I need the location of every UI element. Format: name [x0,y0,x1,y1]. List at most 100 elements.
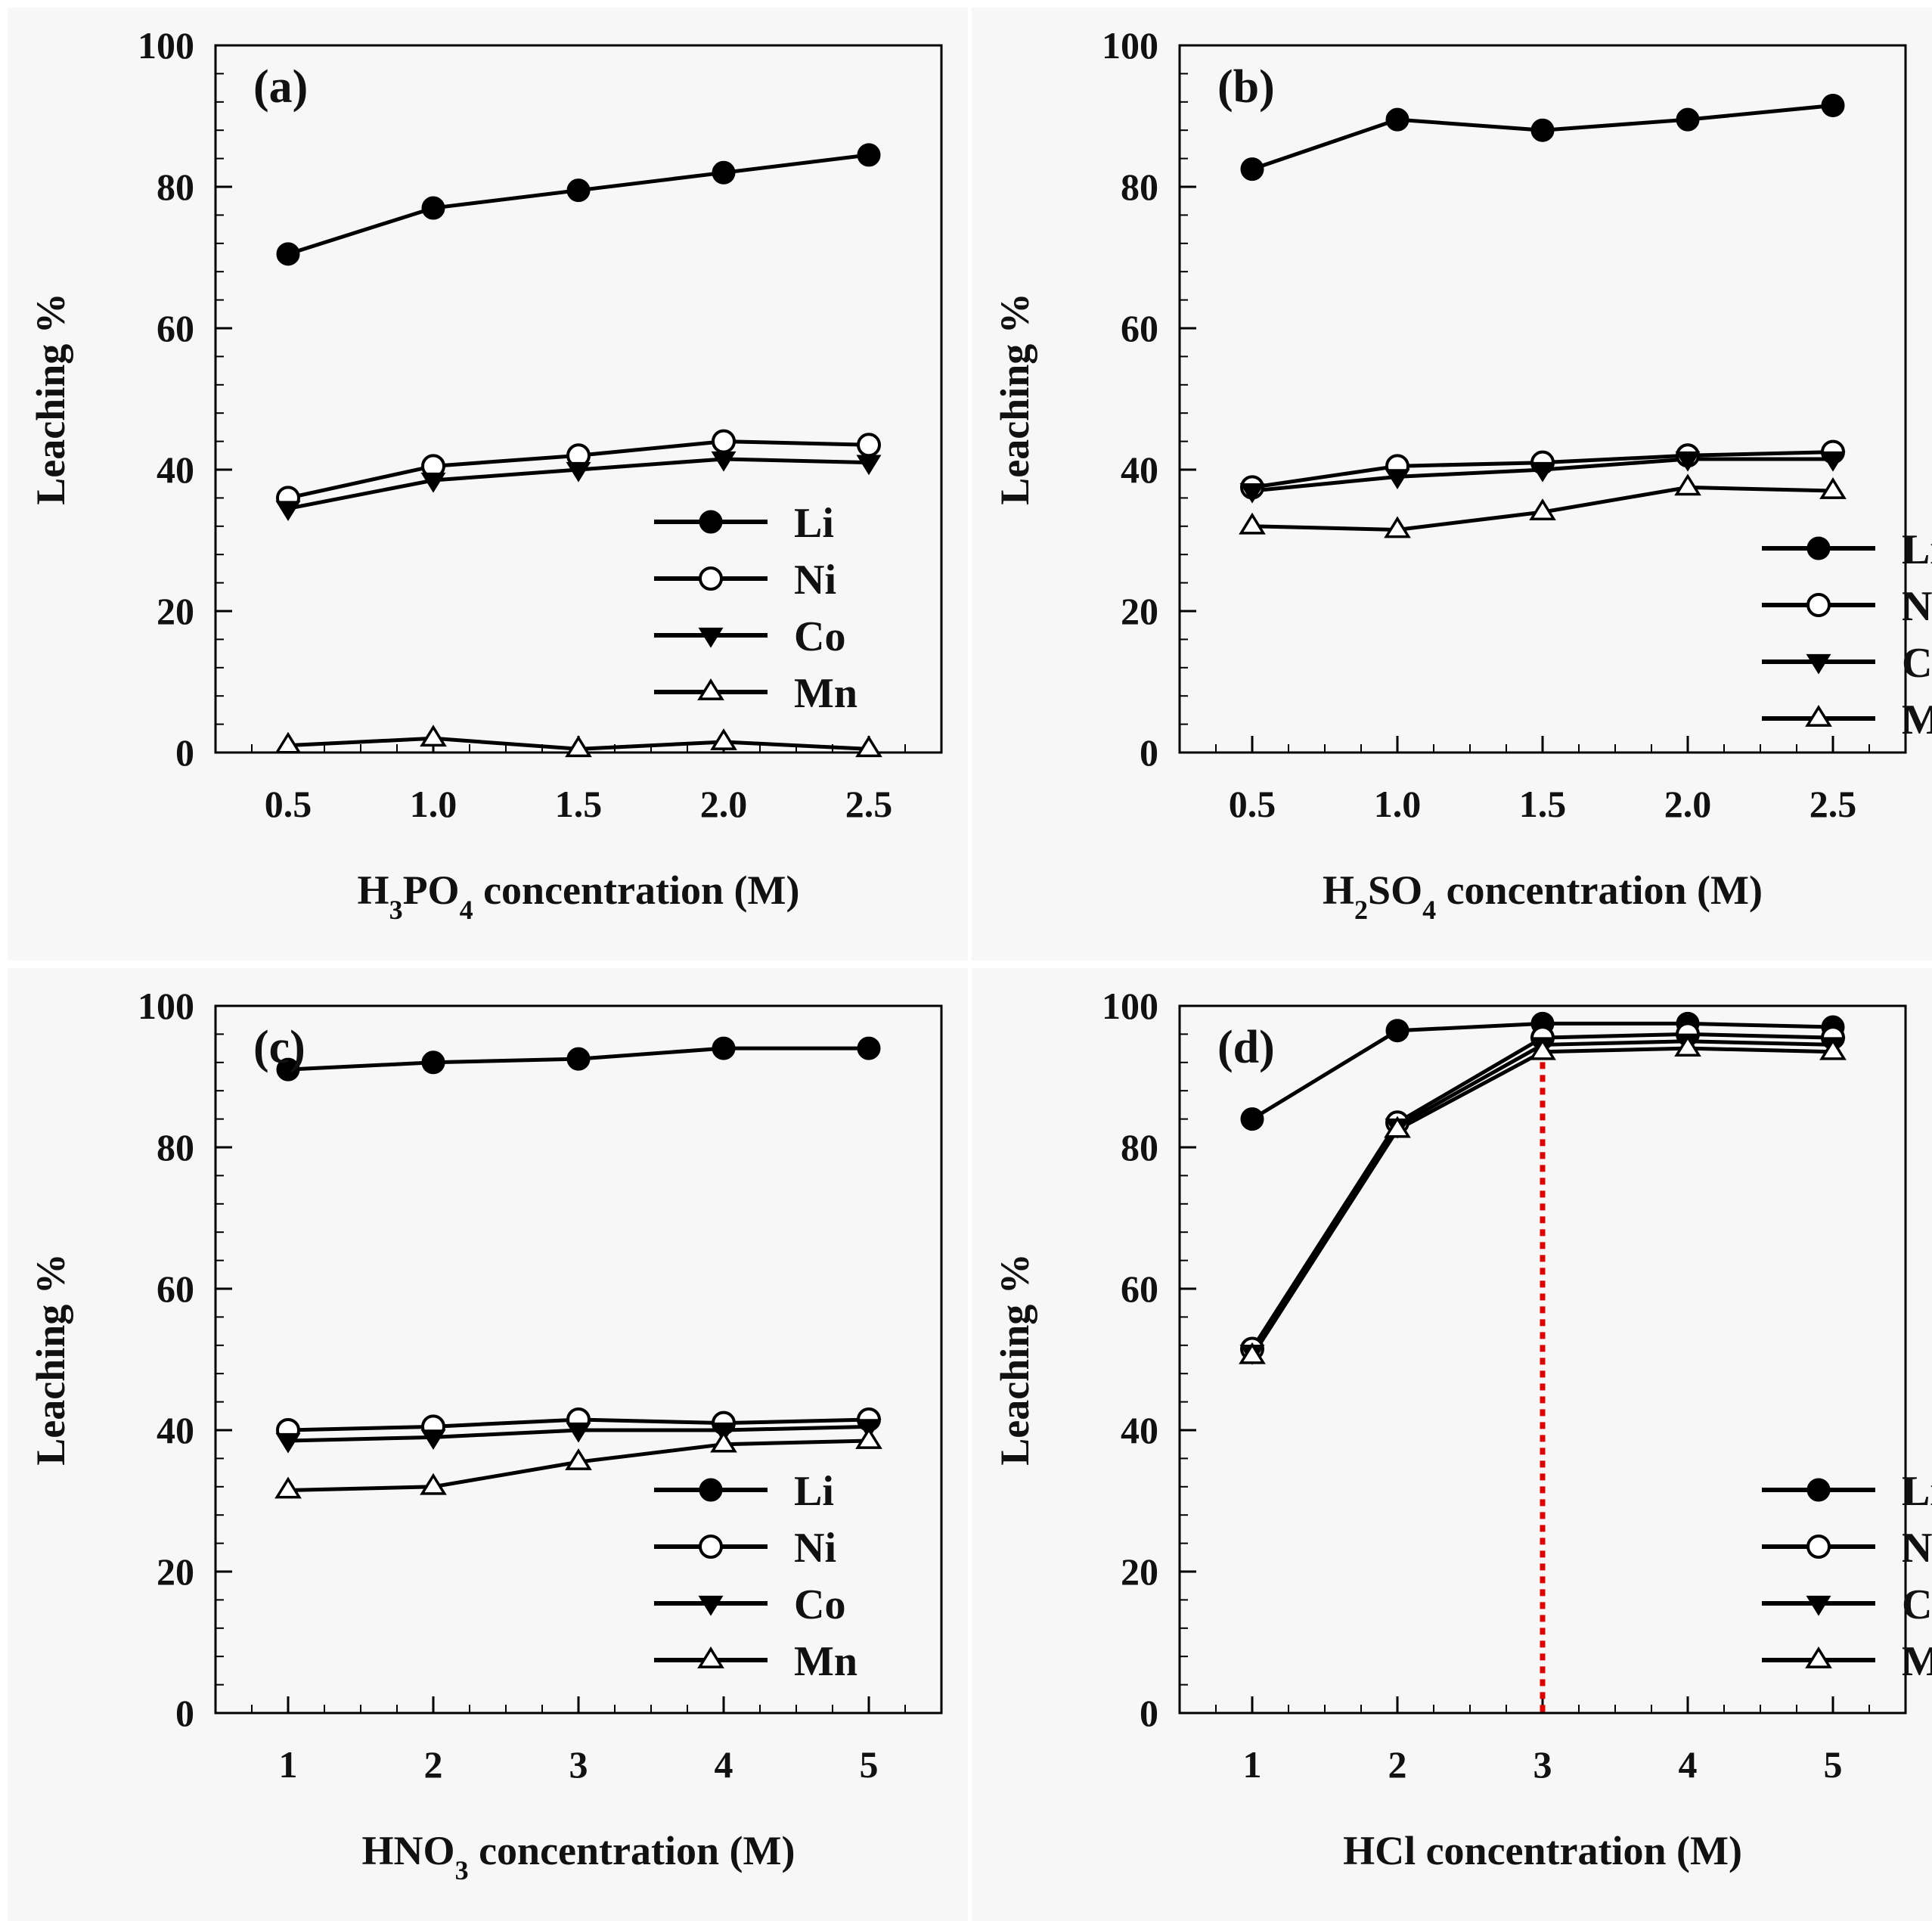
y-tick-label-d: 60 [1121,1268,1158,1310]
data-point-li-c [421,1050,445,1075]
data-point-mn-b [1819,477,1847,499]
data-point-li-b [1676,107,1700,132]
legend-label-mn-b: Mn [1902,697,1932,743]
chart-panel-b: 0 20 40 60 80 100 0.5 1.0 1.5 2.0 2.5 (b) Leaching %… [972,8,1932,961]
data-point-li-c [276,1057,300,1082]
data-point-mn-d [1239,1342,1266,1364]
y-tick-label-c: 100 [138,985,194,1027]
x-tick-label-a: 0.5 [265,783,312,825]
legend-marker-mn-b [1805,704,1832,727]
y-tick-label-d: 40 [1121,1409,1158,1451]
data-point-co-a [275,501,301,522]
data-point-co-c [566,1422,591,1443]
legend-marker-ni-a [699,566,723,591]
data-point-mn-a [274,731,302,754]
legend-marker-ni-b [1806,593,1831,617]
legend-marker-ni-d [1806,1535,1831,1559]
data-point-mn-c [274,1476,302,1499]
data-point-mn-a [565,735,592,758]
x-tick-label-d: 4 [1679,1743,1698,1786]
legend-marker-ni-c [699,1535,723,1559]
data-point-co-a [420,472,446,493]
data-point-co-a [856,455,882,476]
legend-label-ni-c: Ni [794,1525,836,1572]
legend-marker-co-c [698,1595,724,1616]
data-point-mn-b [1239,512,1266,535]
data-point-co-a [566,461,591,483]
data-point-mn-c [710,1430,737,1453]
data-point-li-a [712,160,736,185]
y-tick-label-b: 80 [1121,166,1158,208]
data-point-co-b [1820,451,1846,472]
x-tick-label-d: 3 [1534,1743,1552,1786]
panel-label-d: (d) [1217,1022,1275,1073]
y-tick-label-c: 40 [157,1409,194,1451]
y-tick-label-c: 60 [157,1268,194,1310]
data-point-co-b [1675,451,1701,472]
y-tick-label-a: 0 [175,731,194,774]
data-point-li-a [421,196,445,220]
legend-marker-li-b [1806,536,1831,560]
y-tick-label-b: 20 [1121,590,1158,632]
y-tick-label-d: 100 [1102,985,1158,1027]
x-tick-label-d: 2 [1388,1743,1407,1786]
legend-label-co-d: Co [1902,1581,1932,1628]
panel-label-a: (a) [253,61,308,113]
x-tick-label-c: 5 [860,1743,879,1786]
legend-label-ni-b: Ni [1902,583,1932,630]
data-point-mn-a [855,735,882,758]
x-tick-label-c: 1 [279,1743,298,1786]
legend-marker-li-c [699,1478,723,1502]
data-point-ni-a [712,429,736,454]
y-axis-title-b: Leaching % [992,293,1037,505]
chart-panel-a: 0 20 40 60 80 100 0.5 1.0 1.5 2.0 2.5 (a) Leaching %… [8,8,968,961]
x-tick-label-b: 2.0 [1664,783,1712,825]
data-point-mn-b [1529,498,1556,520]
y-tick-label-a: 40 [157,448,194,491]
data-point-mn-a [420,725,447,747]
y-tick-label-c: 80 [157,1126,194,1168]
y-tick-label-d: 80 [1121,1126,1158,1168]
data-point-li-d [1240,1107,1264,1131]
y-axis-title-d: Leaching % [992,1253,1037,1466]
x-tick-label-d: 1 [1243,1743,1262,1786]
legend-label-ni-d: Ni [1902,1525,1932,1572]
data-point-li-b [1385,107,1409,132]
legend-label-mn-a: Mn [794,670,857,717]
y-tick-label-b: 60 [1121,307,1158,349]
data-point-mn-c [855,1426,882,1449]
y-tick-label-a: 100 [138,24,194,67]
x-tick-label-a: 2.0 [700,783,748,825]
legend-marker-co-d [1806,1595,1831,1616]
y-tick-label-c: 0 [175,1692,194,1734]
chart-panel-c: 0 20 40 60 80 100 1 2 3 4 5 (c) Leaching % HNO3 conce… [8,968,968,1921]
data-point-li-c [566,1047,591,1071]
x-tick-label-c: 3 [569,1743,588,1786]
legend-label-li-b: Li [1902,526,1932,573]
y-tick-label-d: 20 [1121,1550,1158,1593]
x-tick-label-a: 2.5 [845,783,893,825]
y-tick-label-b: 40 [1121,448,1158,491]
chart-panel-d: 0 20 40 60 80 100 1 2 3 4 5 (d) Leaching % HCl concen… [972,968,1932,1921]
data-point-li-b [1821,93,1845,117]
legend-label-ni-a: Ni [794,557,836,604]
y-axis-title-a: Leaching % [28,293,73,505]
x-axis-title-d: HCl concentration (M) [1343,1828,1742,1873]
data-point-ni-a [857,433,881,458]
data-point-mn-d [1529,1038,1556,1060]
data-point-mn-a [710,728,737,750]
data-point-li-c [712,1036,736,1060]
y-tick-label-b: 100 [1102,24,1158,67]
data-point-li-b [1240,157,1264,182]
data-point-co-c [275,1432,301,1454]
x-tick-label-b: 0.5 [1229,783,1276,825]
legend-marker-co-b [1806,653,1831,675]
plot-frame-b [1178,44,1907,754]
data-point-mn-c [420,1473,447,1495]
panel-label-c: (c) [253,1022,305,1073]
x-tick-label-c: 4 [715,1743,733,1786]
plot-frame-c [214,1004,943,1715]
legend-label-li-c: Li [794,1468,834,1515]
legend-marker-li-a [699,510,723,534]
legend-marker-mn-c [697,1646,724,1668]
